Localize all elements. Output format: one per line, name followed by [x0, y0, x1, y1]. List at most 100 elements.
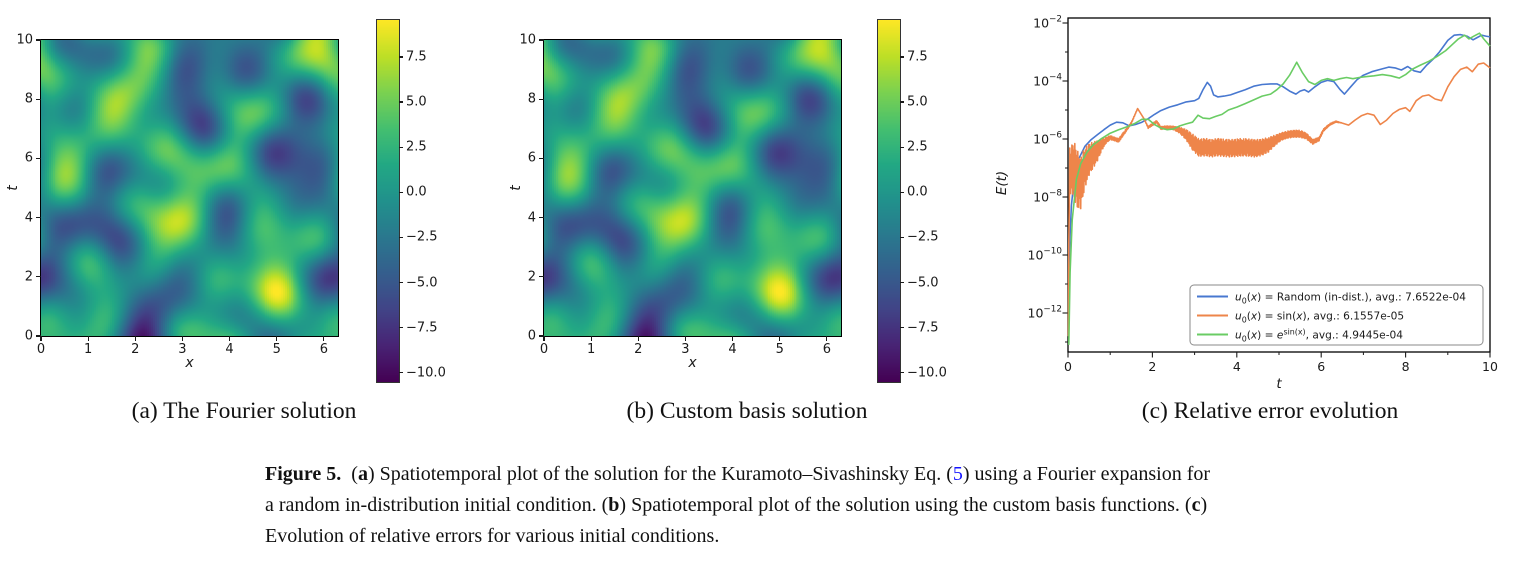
panel-c-legend-box: [1189, 284, 1484, 346]
panel-a-y-tick-label: 10: [16, 32, 33, 48]
panel-b-x-tick-label: 6: [822, 342, 831, 357]
panel-c-y-tick-label: 10−10: [1028, 247, 1063, 263]
panel-a-y-axis-label: t: [5, 185, 21, 191]
panel-a-x-tick: [323, 336, 325, 341]
panel-a-colorbar-tick-label: −10.0: [406, 365, 446, 381]
panel-b-y-tick: [539, 39, 544, 41]
panel-c-x-tick-label: 0: [1064, 359, 1072, 374]
equation-link[interactable]: 5: [952, 463, 963, 485]
caption-bold-text: Figure 5.: [265, 463, 342, 485]
panel-b-x-tick: [637, 336, 639, 341]
panel-c-x-tick-label: 2: [1148, 359, 1156, 374]
caption-text: ) using a Fourier expansion for a random…: [265, 463, 1211, 516]
panel-c-x-tick-label: 6: [1317, 359, 1325, 374]
caption-text: (: [341, 463, 358, 485]
panel-c-series-1: [1067, 62, 1491, 337]
caption-bold-text: b: [608, 494, 620, 516]
panel-b-y-tick: [539, 98, 544, 100]
panel-b-y-tick-label: 2: [527, 269, 536, 285]
panel-a-colorbar-tick: [399, 282, 403, 284]
panel-b-y-tick-label: 6: [527, 150, 536, 166]
panel-b-x-tick-label: 1: [587, 342, 596, 357]
panel-a-colorbar-tick: [399, 146, 403, 148]
panel-c-series-0: [1068, 33, 1491, 299]
subcaption-b: (b) Custom basis solution: [626, 398, 868, 424]
panel-a-colorbar: [376, 19, 400, 383]
panel-a-colorbar-canvas: [377, 20, 399, 382]
panel-b-colorbar-tick: [900, 191, 904, 193]
panel-a-colorbar-tick: [399, 327, 403, 329]
panel-a-colorbar-tick-label: −5.0: [406, 275, 438, 291]
panel-a-y-tick: [36, 276, 41, 278]
panel-b-y-tick: [539, 157, 544, 159]
panel-a-x-tick: [276, 336, 278, 341]
panel-c-y-tick-label: 10−12: [1028, 305, 1062, 321]
panel-b-colorbar-tick: [900, 56, 904, 58]
panel-b-colorbar-tick-label: −2.5: [907, 229, 939, 245]
panel-a-y-tick-label: 4: [24, 210, 33, 226]
panel-a-x-tick-label: 3: [178, 342, 187, 357]
panel-b-x-axis-label: x: [688, 355, 697, 371]
panel-a-x-tick: [40, 336, 42, 341]
panel-a-colorbar-tick-label: −2.5: [406, 229, 438, 245]
panel-b-y-tick-label: 10: [519, 32, 536, 48]
panel-b-colorbar-tick-label: 5.0: [907, 94, 928, 110]
panel-b-heatmap: [543, 39, 842, 337]
panel-a-y-tick: [36, 217, 41, 219]
panel-b-x-tick-label: 2: [634, 342, 643, 357]
caption-text: ) Spatiotemporal plot of the solution fo…: [367, 463, 953, 485]
panel-b-x-tick: [684, 336, 687, 341]
panel-a-y-tick: [36, 39, 41, 41]
panel-c-x-tick-label: 8: [1402, 359, 1410, 374]
panel-a-colorbar-tick-label: 7.5: [406, 49, 427, 65]
panel-b-x-tick-label: 4: [728, 342, 737, 357]
panel-a-colorbar-tick-label: 5.0: [406, 94, 427, 110]
panel-a-y-tick-label: 0: [24, 328, 33, 344]
panel-b-colorbar-tick-label: 0.0: [907, 184, 928, 200]
panel-b-y-tick-label: 8: [527, 91, 536, 107]
panel-a-x-tick-label: 2: [131, 342, 140, 357]
caption-bold-text: a: [357, 463, 368, 485]
panel-b-colorbar-tick-label: 2.5: [907, 139, 928, 155]
panel-a-colorbar-tick: [399, 56, 403, 58]
panel-b-x-tick-label: 0: [539, 342, 549, 357]
panel-a-colorbar-tick: [399, 191, 403, 193]
panel-a-x-tick-label: 0: [36, 342, 46, 357]
panel-b-colorbar-tick-label: 7.5: [907, 49, 928, 65]
panel-c-y-tick-label: 10−8: [1033, 189, 1062, 205]
subcaption-a: (a) The Fourier solution: [131, 398, 357, 424]
panel-b-y-axis-label: t: [508, 185, 524, 191]
panel-a-heatmap-canvas: [41, 40, 338, 336]
panel-c-legend-label-1: u0(x) = sin(x), avg.: 6.1557e-05: [1235, 311, 1404, 325]
panel-b-x-tick: [731, 336, 734, 341]
panel-b-colorbar-tick-label: −7.5: [907, 320, 939, 336]
panel-a-x-axis-label: x: [185, 355, 194, 371]
panel-c-series-2: [1068, 32, 1491, 345]
panel-a-x-tick: [181, 336, 184, 341]
panel-b-x-tick: [826, 336, 828, 341]
panel-a-x-tick-label: 5: [272, 342, 281, 357]
panel-b-x-tick: [543, 336, 545, 341]
panel-c-y-tick-label: 10−6: [1033, 131, 1062, 147]
panel-a-x-tick: [87, 336, 89, 341]
panel-b-y-tick-label: 4: [527, 210, 536, 226]
panel-a-x-tick-label: 1: [84, 342, 93, 357]
panel-c-error-plot: 0 2 4 6 8 10 10−2 10−4 10−6 10−8 10−10 10−12 E(t) t u0…: [994, 15, 1498, 393]
panel-b-colorbar-tick: [900, 101, 904, 103]
panel-a-colorbar-tick: [399, 236, 403, 239]
panel-a-y-tick: [36, 157, 41, 159]
panel-b-colorbar: [877, 19, 901, 383]
panel-a-x-tick: [228, 336, 231, 341]
panel-b-y-tick: [539, 335, 544, 337]
panel-a-x-tick: [134, 336, 136, 341]
panel-b-colorbar-tick-label: −10.0: [907, 365, 947, 381]
panel-a-x-tick-label: 6: [319, 342, 328, 357]
caption-text: ) Spatiotemporal plot of the solution us…: [619, 494, 1192, 516]
panel-b-x-tick: [590, 336, 592, 341]
panel-b-y-tick: [539, 217, 544, 219]
panel-b-y-tick-label: 0: [527, 328, 536, 344]
panel-b-x-tick-label: 3: [681, 342, 690, 357]
panel-b-y-tick: [539, 276, 544, 278]
panel-b-colorbar-tick: [900, 146, 904, 148]
panel-b-x-tick-label: 5: [775, 342, 784, 357]
